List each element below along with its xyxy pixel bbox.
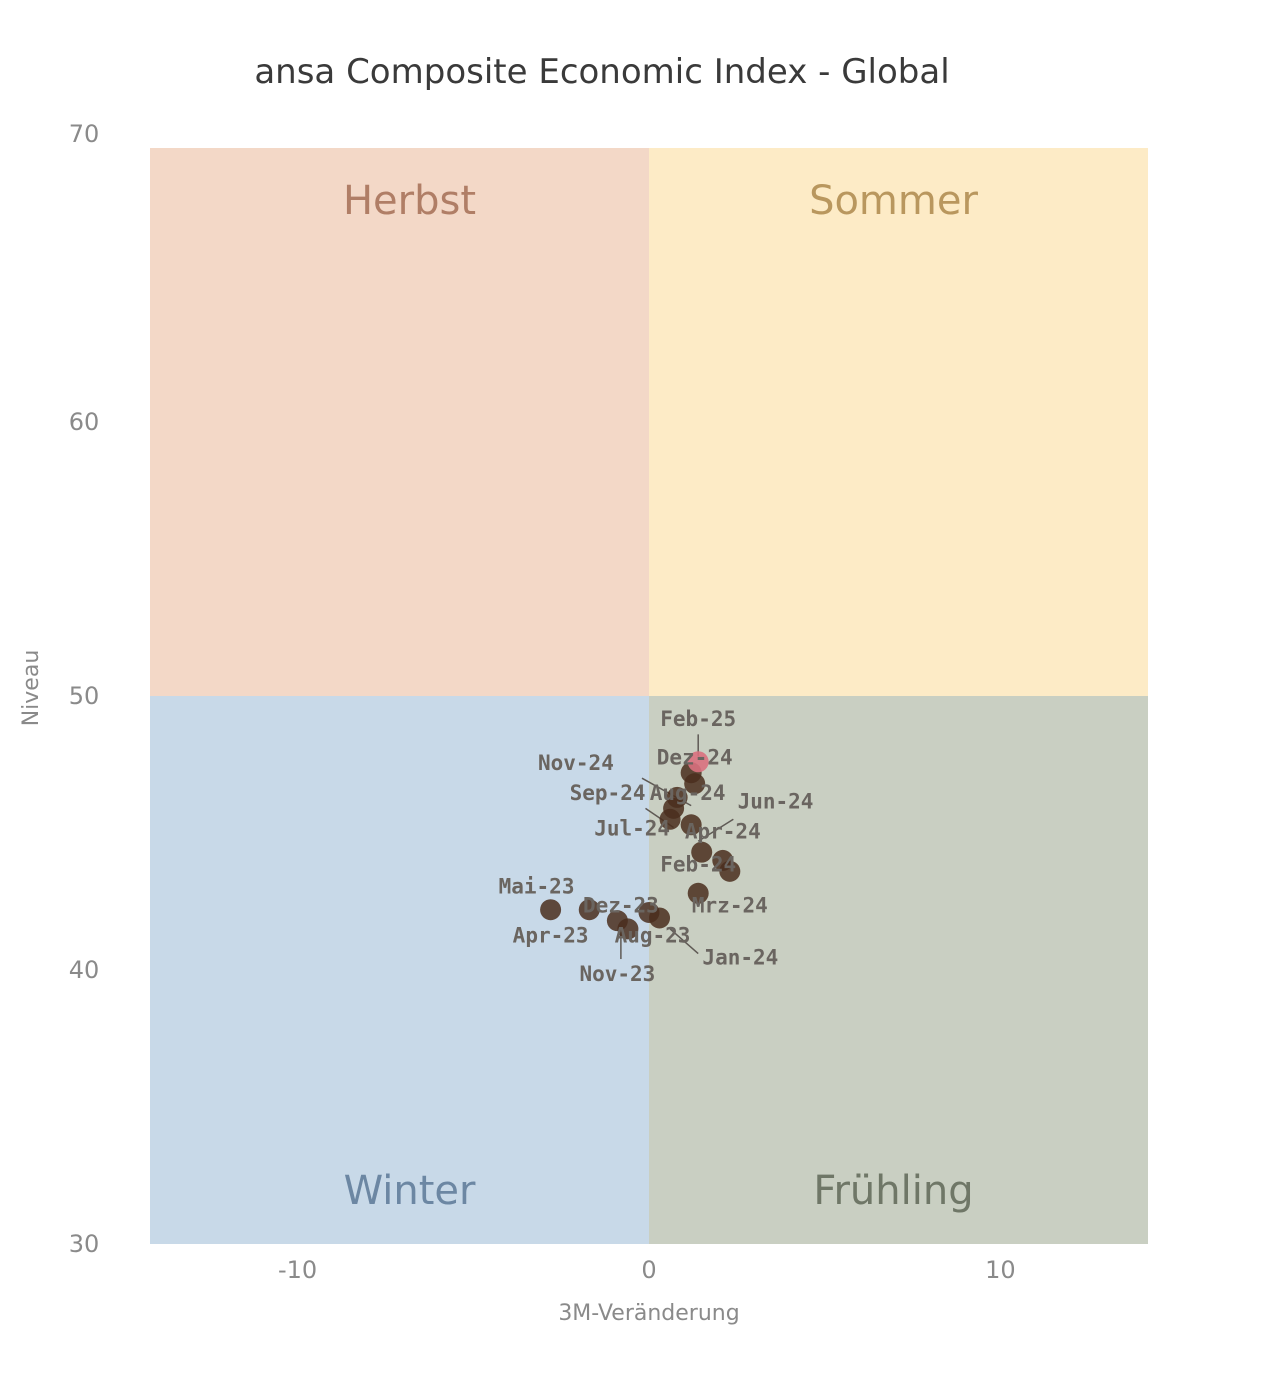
quadrant-frhling: [649, 696, 1148, 1244]
quadrant-label-sommer: Sommer: [809, 178, 978, 224]
y-tick-label: 50: [69, 682, 100, 710]
point-label: Mrz-24: [692, 893, 768, 917]
leader-line: [669, 928, 699, 955]
point-label: Apr-24: [685, 819, 761, 843]
quadrant-labels: Herbst Sommer Winter Frühling: [343, 178, 978, 1214]
point-label: Feb-24: [660, 852, 736, 876]
y-tick-label: 40: [69, 956, 100, 984]
data-point-mai-23: [578, 899, 600, 921]
data-point-feb-24: [691, 841, 713, 863]
quadrant-label-herbst: Herbst: [343, 178, 476, 224]
y-axis-label: Niveau: [19, 650, 44, 727]
data-point-feb-25: [687, 751, 709, 773]
point-label: Dez-23: [583, 893, 659, 917]
point-labels: Feb-25 Dez-24 Nov-24 Sep-24 Aug-24 Jun-24 Jul-…: [499, 707, 814, 986]
y-axis-ticks: 30 40 50 60 70: [69, 120, 100, 1258]
data-point-jan-24: [649, 907, 671, 929]
point-label: Feb-25: [660, 707, 736, 731]
quadrant-herbst: [150, 148, 649, 696]
data-point-sep-24: [666, 786, 688, 808]
quadrant-label-frhling: Frühling: [813, 1168, 973, 1214]
point-label: Aug-24: [650, 781, 726, 805]
x-tick-label: 0: [641, 1256, 656, 1284]
quadrant-sommer: [649, 148, 1148, 696]
quadrant-winter: [150, 696, 649, 1244]
point-label: Sep-24: [570, 781, 646, 805]
x-axis-ticks: -10 0 10: [278, 1256, 1016, 1284]
point-label: Apr-23: [513, 924, 589, 948]
point-label: Nov-23: [579, 962, 655, 986]
x-axis-label: 3M-Veränderung: [558, 1301, 739, 1326]
x-tick-label: -10: [278, 1256, 317, 1284]
point-label: Jun-24: [738, 789, 814, 813]
data-point-mai-24: [719, 860, 741, 882]
chart-title: ansa Composite Economic Index - Global: [254, 52, 950, 92]
data-point-nov-23: [617, 918, 639, 940]
point-label: Nov-24: [538, 751, 614, 775]
quadrant-backgrounds: [150, 148, 1148, 1244]
point-label: Dez-24: [657, 746, 733, 770]
data-points: [540, 751, 741, 940]
data-point-jun-24: [680, 814, 702, 836]
data-point-mrz-24: [687, 882, 709, 904]
quadrant-label-winter: Winter: [344, 1168, 476, 1214]
y-tick-label: 70: [69, 120, 100, 148]
y-tick-label: 30: [69, 1230, 100, 1258]
point-label: Jan-24: [702, 946, 778, 970]
leader-line: [697, 818, 734, 842]
point-label: Mai-23: [499, 874, 575, 898]
point-label: Jul-24: [594, 817, 670, 841]
point-label: Aug-23: [615, 924, 691, 948]
data-point-apr-23: [540, 899, 562, 921]
y-tick-label: 60: [69, 408, 100, 436]
x-tick-label: 10: [985, 1256, 1016, 1284]
